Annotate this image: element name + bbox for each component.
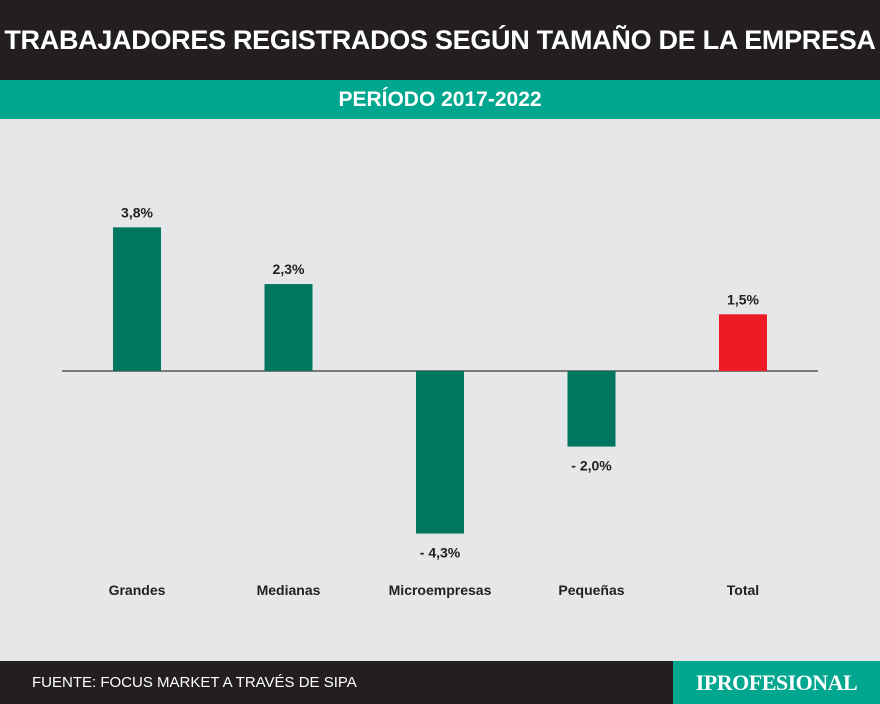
period-bar: PERÍODO 2017-2022 xyxy=(0,80,880,119)
bar-microempresas xyxy=(416,371,464,534)
value-label-total: 1,5% xyxy=(727,291,759,307)
bar-pequenas xyxy=(567,371,616,447)
chart-title: TRABAJADORES REGISTRADOS SEGÚN TAMAÑO DE… xyxy=(4,24,876,55)
value-label-medianas: 2,3% xyxy=(273,261,305,277)
value-label-pequenas: - 2,0% xyxy=(571,458,612,474)
category-label-grandes: Grandes xyxy=(109,582,166,598)
category-label-pequenas: Pequeñas xyxy=(558,582,624,598)
value-label-microempresas: - 4,3% xyxy=(420,545,461,561)
value-labels-group: 3,8% 2,3% - 4,3% - 2,0% 1,5% xyxy=(121,204,759,560)
value-label-grandes: 3,8% xyxy=(121,204,153,220)
bar-medianas xyxy=(264,284,313,371)
brand-logo: IPROFESIONAL xyxy=(673,661,880,704)
category-label-medianas: Medianas xyxy=(257,582,321,598)
bar-total xyxy=(719,314,767,371)
bar-grandes xyxy=(113,227,161,371)
bar-chart: 3,8% 2,3% - 4,3% - 2,0% 1,5% Grandes Medianas… xyxy=(0,119,880,661)
source-text: FUENTE: FOCUS MARKET A TRAVÉS DE SIPA xyxy=(32,674,357,691)
category-labels-group: Grandes Medianas Microempresas Pequeñas Tota… xyxy=(109,582,760,598)
bars-group xyxy=(113,227,767,534)
category-label-total: Total xyxy=(727,582,759,598)
chart-subtitle: PERÍODO 2017-2022 xyxy=(338,87,542,111)
chart-svg: 3,8% 2,3% - 4,3% - 2,0% 1,5% Grandes Medianas… xyxy=(62,204,818,598)
footer-bar: FUENTE: FOCUS MARKET A TRAVÉS DE SIPA IP… xyxy=(0,661,880,704)
category-label-microempresas: Microempresas xyxy=(389,582,492,598)
header-bar: TRABAJADORES REGISTRADOS SEGÚN TAMAÑO DE… xyxy=(0,0,880,80)
